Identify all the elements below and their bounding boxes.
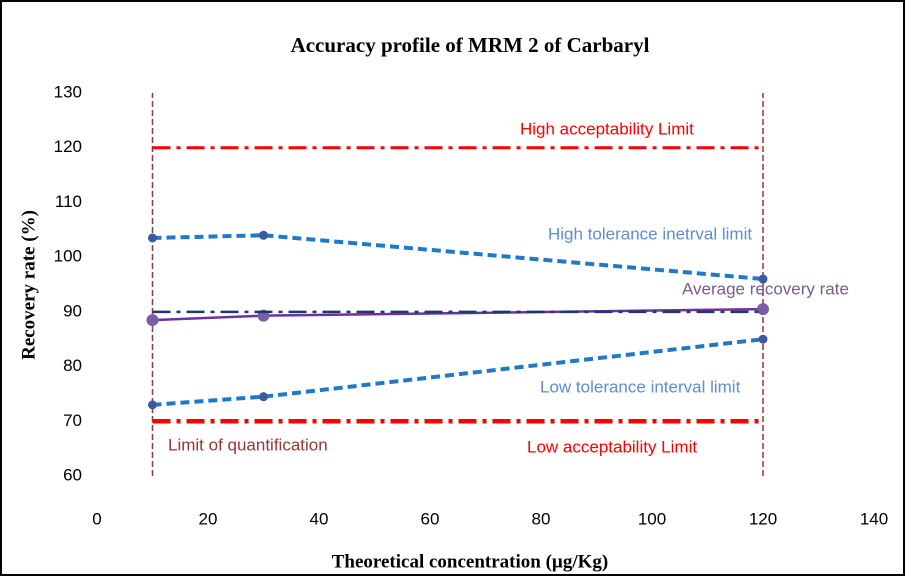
y-tick-label: 100 [54,247,82,266]
y-tick-label: 70 [63,411,82,430]
y-tick-label: 60 [63,465,82,484]
x-tick-label: 80 [532,509,551,528]
point [148,233,157,243]
y-tick-label: 130 [54,82,82,101]
x-tick-label: 40 [310,509,329,528]
annotation: Limit of quantification [168,435,328,454]
x-tick-label: 100 [638,509,666,528]
point [259,230,268,240]
series-label: Low acceptability Limit [527,437,697,456]
point [259,392,268,402]
x-axis-label: Theoretical concentration (µg/Kg) [332,551,609,572]
point [148,400,157,410]
series-label: High acceptability Limit [520,119,694,138]
x-tick-label: 120 [749,509,777,528]
series-label: High tolerance inetrval limit [548,224,752,243]
x-tick-label: 20 [199,509,218,528]
point [758,274,768,284]
point [758,334,768,344]
series-label: Low tolerance interval limit [540,377,741,396]
x-tick-label: 0 [92,509,101,528]
y-axis-label: Recovery rate (%) [18,210,39,360]
y-tick-label: 90 [63,301,82,320]
series-label: Average recovery rate [682,279,849,298]
y-tick-label: 120 [54,137,82,156]
chart-title: Accuracy profile of MRM 2 of Carbaryl [291,33,650,57]
point [146,314,159,327]
point [757,303,769,316]
y-tick-label: 80 [63,356,82,375]
x-tick-label: 140 [860,509,888,528]
x-tick-label: 60 [421,509,440,528]
y-tick-label: 110 [55,192,82,211]
